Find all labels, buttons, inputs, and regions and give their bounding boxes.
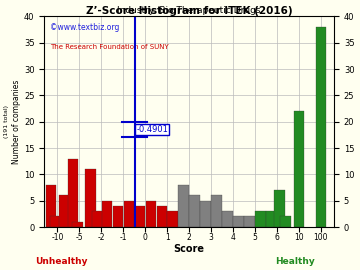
Bar <box>189 195 200 227</box>
Bar <box>157 206 167 227</box>
Bar <box>102 201 112 227</box>
Bar <box>72 222 82 227</box>
Bar <box>85 169 96 227</box>
Bar <box>145 201 156 227</box>
X-axis label: Score: Score <box>174 244 205 254</box>
Text: Industry: Bio Therapeutic Drugs: Industry: Bio Therapeutic Drugs <box>117 6 261 15</box>
Bar <box>135 206 145 227</box>
Bar <box>201 201 211 227</box>
Bar <box>244 217 255 227</box>
Bar <box>222 211 233 227</box>
Bar <box>93 211 103 227</box>
Text: Unhealthy: Unhealthy <box>35 257 87 266</box>
Bar <box>274 190 285 227</box>
Bar <box>280 217 291 227</box>
Bar <box>68 158 78 227</box>
Bar <box>50 217 60 227</box>
Y-axis label: Number of companies: Number of companies <box>12 79 21 164</box>
Text: Healthy: Healthy <box>275 257 315 266</box>
Bar <box>179 185 189 227</box>
Bar <box>167 211 178 227</box>
Text: -0.4901: -0.4901 <box>136 125 168 134</box>
Bar <box>59 195 69 227</box>
Bar <box>316 27 326 227</box>
Text: The Research Foundation of SUNY: The Research Foundation of SUNY <box>50 44 169 50</box>
Bar <box>211 195 222 227</box>
Bar <box>233 217 244 227</box>
Bar <box>46 185 56 227</box>
Text: (191 total): (191 total) <box>4 105 9 138</box>
Bar <box>266 211 277 227</box>
Bar <box>294 111 304 227</box>
Title: Z’-Score Histogram for ITEK (2016): Z’-Score Histogram for ITEK (2016) <box>86 6 293 16</box>
Bar <box>113 206 123 227</box>
Bar <box>123 201 134 227</box>
Text: ©www.textbiz.org: ©www.textbiz.org <box>50 23 120 32</box>
Bar <box>255 211 266 227</box>
